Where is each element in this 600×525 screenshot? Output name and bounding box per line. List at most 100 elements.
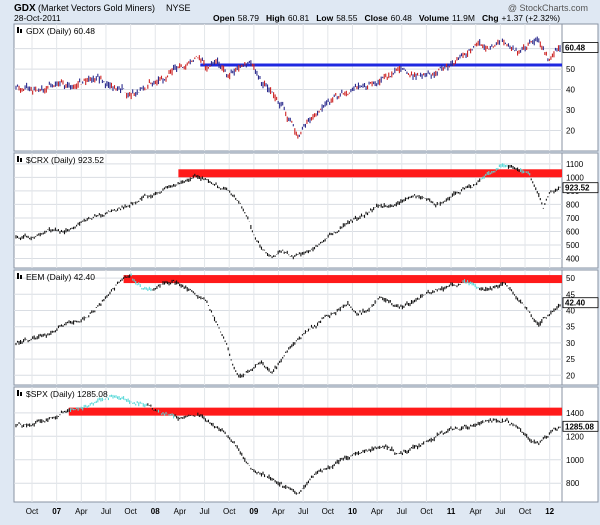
panel-3: 20 25 30 35 40 45 50 EEM (Daily) 42.40 42.40 <box>13 269 599 386</box>
quote-label-chg: Chg <box>482 13 499 23</box>
y-tick-label: 25 <box>566 355 575 364</box>
last-value-label: 923.52 <box>565 184 590 193</box>
y-tick-label: 500 <box>566 241 580 250</box>
x-tick-label: 12 <box>545 507 554 516</box>
x-tick-label: Jul <box>101 507 111 516</box>
x-tick-label: Oct <box>223 507 236 516</box>
last-value-label: 42.40 <box>565 299 586 308</box>
quote-value-open: 58.79 <box>238 13 260 23</box>
plot-area <box>13 386 563 503</box>
y-tick-label: 45 <box>566 290 575 299</box>
x-tick-label: Oct <box>322 507 335 516</box>
x-tick-label: Jul <box>397 507 407 516</box>
panel-4: 800 1000 1200 1400 $SPX (Daily) 1285.08 1285.… <box>13 386 599 503</box>
quote-label-volume: Volume <box>419 13 449 23</box>
quote-label-high: High <box>266 13 285 23</box>
x-tick-label: 10 <box>348 507 357 516</box>
header-exchange: NYSE <box>166 3 191 13</box>
x-tick-label: Jul <box>298 507 308 516</box>
quote-value-chg: +1.37 (+2.32%) <box>502 13 561 23</box>
quote-value-low: 58.55 <box>336 13 358 23</box>
x-tick-label: Apr <box>371 507 384 516</box>
resistance-band <box>68 407 563 416</box>
y-tick-label: 30 <box>566 339 575 348</box>
resistance-band <box>123 275 562 284</box>
panel-title: EEM (Daily) 42.40 <box>26 272 95 282</box>
quote-value-high: 60.81 <box>288 13 310 23</box>
panel-icon <box>17 273 22 279</box>
y-tick-label: 50 <box>566 274 575 283</box>
x-tick-label: Jul <box>199 507 209 516</box>
header-date: 28-Oct-2011 <box>14 13 61 23</box>
x-tick-label: 11 <box>447 507 456 516</box>
y-axis-area <box>561 386 599 503</box>
x-tick-label: Apr <box>272 507 285 516</box>
y-axis-area <box>561 152 599 269</box>
resistance-band <box>178 169 562 178</box>
y-tick-label: 800 <box>566 200 580 209</box>
y-tick-label: 30 <box>566 106 575 115</box>
icon-bar <box>17 27 19 33</box>
panel-icon <box>17 156 22 162</box>
y-tick-label: 20 <box>566 371 575 380</box>
x-tick-label: 09 <box>249 507 258 516</box>
price-series <box>15 36 561 139</box>
price-series <box>15 274 561 378</box>
y-tick-label: 1000 <box>566 173 584 182</box>
panel-title: GDX (Daily) 60.48 <box>26 26 95 36</box>
y-tick-label: 1000 <box>566 456 584 465</box>
plot-area <box>13 269 563 386</box>
last-value-tag <box>562 42 599 53</box>
x-tick-label: Apr <box>174 507 187 516</box>
panel-icon <box>17 27 22 33</box>
panel-title: $SPX (Daily) 1285.08 <box>26 389 108 399</box>
x-tick-label: Apr <box>75 507 88 516</box>
quote-label-close: Close <box>364 13 387 23</box>
y-tick-label: 35 <box>566 323 575 332</box>
last-value-tag <box>562 420 599 432</box>
x-axis: Oct 07 Apr Jul Oct 08 Apr Jul Oct 09 Apr Jul Oct 10 Ap… <box>26 507 555 516</box>
price-series <box>15 164 561 260</box>
y-tick-label: 400 <box>566 255 580 264</box>
icon-bar <box>20 275 22 279</box>
header-symbol: GDX <box>14 3 36 14</box>
panel-title: $CRX (Daily) 923.52 <box>26 155 104 165</box>
y-tick-label: 50 <box>566 65 575 74</box>
panel-2: 40050060070080090010001100$CRX (Daily) 9… <box>13 152 599 269</box>
y-tick-label: 40 <box>566 86 575 95</box>
last-value-tag <box>562 297 599 309</box>
chart-panels: 2030405060GDX (Daily) 60.4860.4840050060… <box>13 23 599 503</box>
last-value-label: 1285.08 <box>565 422 594 431</box>
x-tick-label: Oct <box>519 507 532 516</box>
price-highlights <box>70 394 175 419</box>
last-value-tag <box>562 182 599 194</box>
y-tick-label: 1200 <box>566 432 584 441</box>
y-tick-label: 20 <box>566 127 575 136</box>
x-tick-label: Oct <box>26 507 39 516</box>
x-tick-label: Jul <box>495 507 505 516</box>
panel-icon <box>17 390 22 396</box>
icon-bar <box>17 156 19 162</box>
y-tick-label: 600 <box>566 227 580 236</box>
quote-label-low: Low <box>316 13 333 23</box>
quote-value-volume: 11.9M <box>452 13 475 23</box>
last-value-label: 60.48 <box>565 44 586 53</box>
x-tick-label: Apr <box>469 507 482 516</box>
y-tick-label: 700 <box>566 214 580 223</box>
icon-bar <box>17 273 19 279</box>
y-tick-label: 1400 <box>566 409 584 418</box>
price-highlights <box>130 273 479 292</box>
watermark: @ StockCharts.com <box>508 3 588 13</box>
x-tick-label: 07 <box>52 507 61 516</box>
y-tick-label: 1100 <box>566 160 584 169</box>
icon-bar <box>20 158 22 162</box>
quote-label-open: Open <box>213 13 235 23</box>
icon-bar <box>17 390 19 396</box>
icon-bar <box>20 29 22 33</box>
x-tick-label: Oct <box>420 507 433 516</box>
y-tick-label: 800 <box>566 479 580 488</box>
price-series <box>15 403 561 495</box>
x-tick-label: Oct <box>124 507 137 516</box>
